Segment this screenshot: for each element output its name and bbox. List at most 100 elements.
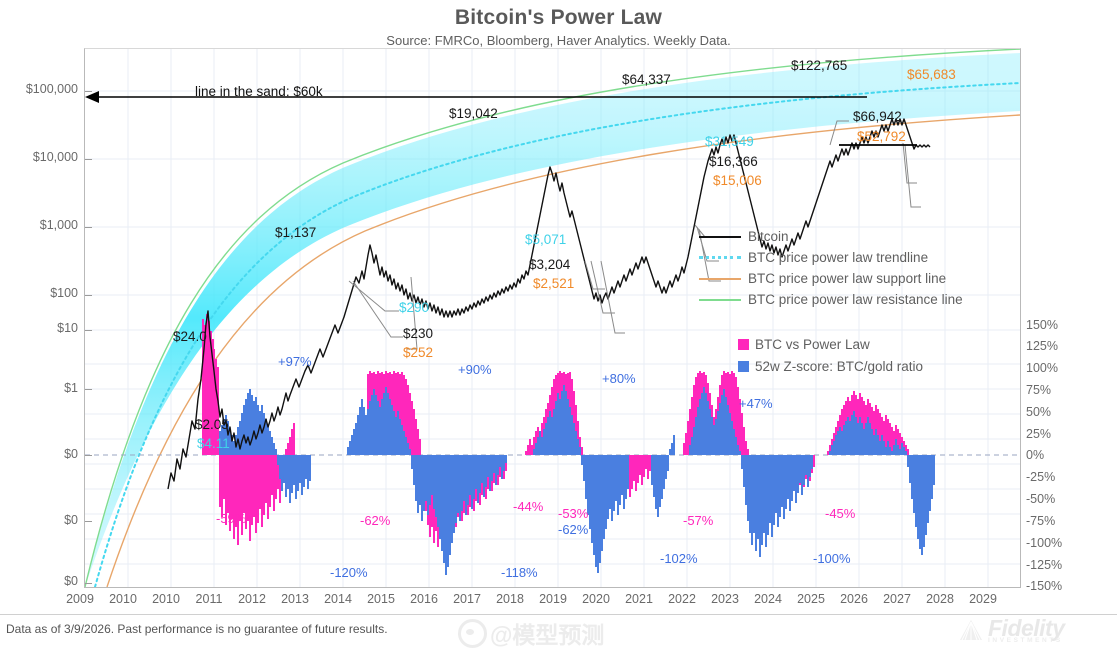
annotation-pct-neg59: -59%: [216, 511, 247, 526]
legend-label: BTC price power law trendline: [748, 250, 929, 265]
ytick: [85, 295, 92, 296]
y2-tick-label: -50%: [1026, 492, 1056, 506]
fidelity-logo: Fidelity INVESTMENTS: [958, 617, 1065, 644]
legend-item-bitcoin[interactable]: Bitcoin: [699, 226, 963, 247]
legend-item-btc-vs-power-law[interactable]: BTC vs Power Law: [738, 333, 923, 355]
annotation-price-31549: $31,549: [705, 134, 754, 149]
weibo-watermark: @模型预测: [458, 616, 604, 650]
x-tick-label: 2019: [539, 592, 567, 606]
annotation-price-15006: $15,006: [713, 173, 762, 188]
annotation-pct-neg53: -53%: [558, 506, 589, 521]
x-tick-label: 2027: [883, 592, 911, 606]
annotation-price-2521: $2,521: [533, 276, 575, 291]
y-tick-label: $100: [50, 286, 78, 300]
x-tick-label: 2014: [324, 592, 352, 606]
x-tick-label: 2020: [582, 592, 610, 606]
legend-item-resistance[interactable]: BTC price power law resistance line: [699, 289, 963, 310]
weibo-handle: @模型预测: [490, 622, 605, 648]
x-tick-label: 2010: [152, 592, 180, 606]
annotation-leaders: [348, 120, 921, 350]
x-tick-label: 2026: [840, 592, 868, 606]
legend-lines: Bitcoin BTC price power law trendline BT…: [699, 226, 963, 310]
annotation-pct-neg118: -118%: [501, 565, 538, 580]
btc-gold-zscore-bars: [219, 385, 935, 575]
resistance-line: [85, 49, 1020, 587]
x-tick-label: 2016: [410, 592, 438, 606]
annotation-price-65683: $65,683: [907, 67, 956, 82]
x-tick-label: 2023: [711, 592, 739, 606]
page-title: Bitcoin's Power Law: [454, 6, 663, 29]
legend-label: BTC price power law support line: [748, 271, 947, 286]
annotation-pct-neg120: -120%: [330, 565, 368, 580]
annotation-price-24: $24.0: [173, 329, 207, 344]
annotation-price-2-05: $2.05: [195, 417, 229, 432]
annotation-price-252: $252: [403, 345, 434, 360]
y-tick-label: $10,000: [32, 150, 78, 164]
annotation-price-1137: $1,137: [275, 225, 317, 240]
chart-subtitle: Source: FMRCo, Bloomberg, Haver Analytic…: [386, 33, 731, 48]
y2-tick-label: -125%: [1026, 558, 1063, 572]
y-tick-label: $1: [64, 381, 78, 395]
x-tick-label: 2011: [195, 592, 223, 606]
annotation-pct-90: +90%: [458, 362, 492, 377]
x-tick-label: 2018: [496, 592, 524, 606]
annotation-pct-neg62b: -62%: [558, 522, 589, 537]
y-tick-label: $0: [64, 513, 78, 527]
x-tick-label: 2012: [238, 592, 266, 606]
dotted-line-swatch-icon: [699, 251, 741, 265]
line-swatch-icon: [699, 293, 741, 307]
y2-tick-label: 25%: [1026, 427, 1052, 441]
annotation-price-122765: $122,765: [791, 58, 848, 73]
y2-tick-label: 100%: [1026, 361, 1058, 375]
annotation-pct-neg44: -44%: [513, 499, 544, 514]
weibo-icon: [458, 618, 487, 648]
annotation-pct-neg62: -62%: [360, 513, 391, 528]
y-tick-label: $100,000: [25, 82, 78, 96]
fidelity-pyramid-icon: [958, 618, 984, 644]
annotation-price-19042: $19,042: [449, 106, 498, 121]
annotation-pct-80: +80%: [602, 371, 636, 386]
annotation-pct-97: +97%: [278, 354, 312, 369]
x-tick-label: 2021: [625, 592, 653, 606]
legend-item-support[interactable]: BTC price power law support line: [699, 268, 963, 289]
y-tick-label: $0: [64, 574, 78, 588]
x-tick-label: 2017: [453, 592, 481, 606]
annotation-price-5071: $5,071: [525, 232, 567, 247]
annotation-price-66942: $66,942: [853, 109, 902, 124]
square-swatch-icon: [738, 338, 749, 350]
legend-label: BTC vs Power Law: [755, 336, 870, 352]
y2-tick-label: -25%: [1026, 470, 1056, 484]
legend-item-trendline[interactable]: BTC price power law trendline: [699, 247, 963, 268]
footer-divider: [0, 614, 1117, 615]
support-line: [106, 114, 1020, 587]
annotation-price-4-11: $4.11: [197, 436, 230, 451]
x-tick-label: 2013: [281, 592, 309, 606]
legend-label: BTC price power law resistance line: [748, 292, 963, 307]
fidelity-tagline: INVESTMENTS: [988, 637, 1063, 644]
legend-item-zscore[interactable]: 52w Z-score: BTC/gold ratio: [738, 355, 923, 377]
legend-bars: BTC vs Power Law 52w Z-score: BTC/gold r…: [738, 333, 923, 377]
y2-tick-label: -75%: [1026, 514, 1056, 528]
annotation-pct-neg57: -57%: [683, 513, 714, 528]
fidelity-wordmark: Fidelity: [988, 615, 1065, 641]
ytick: [85, 389, 92, 390]
x-tick-label: 2022: [668, 592, 696, 606]
ytick: [85, 521, 92, 522]
ytick: [85, 455, 92, 456]
y2-tick-label: 75%: [1026, 383, 1052, 397]
annotation-price-3204: $3,204: [529, 257, 571, 272]
annotation-price-64337: $64,337: [622, 72, 671, 87]
legend-label: 52w Z-score: BTC/gold ratio: [755, 358, 924, 374]
annotation-pct-neg102: -102%: [660, 551, 698, 566]
square-swatch-icon: [738, 360, 749, 372]
annotation-price-16366: $16,366: [709, 154, 758, 169]
y-tick-label: $10: [57, 321, 78, 335]
ytick: [85, 583, 92, 584]
footer-disclaimer: Data as of 3/9/2026. Past performance is…: [6, 622, 388, 636]
x-tick-label: 2009: [66, 592, 94, 606]
ytick: [85, 330, 92, 331]
line-swatch-icon: [699, 230, 741, 244]
line-swatch-icon: [699, 272, 741, 286]
x-tick-label: 2029: [969, 592, 997, 606]
ytick: [85, 159, 92, 160]
